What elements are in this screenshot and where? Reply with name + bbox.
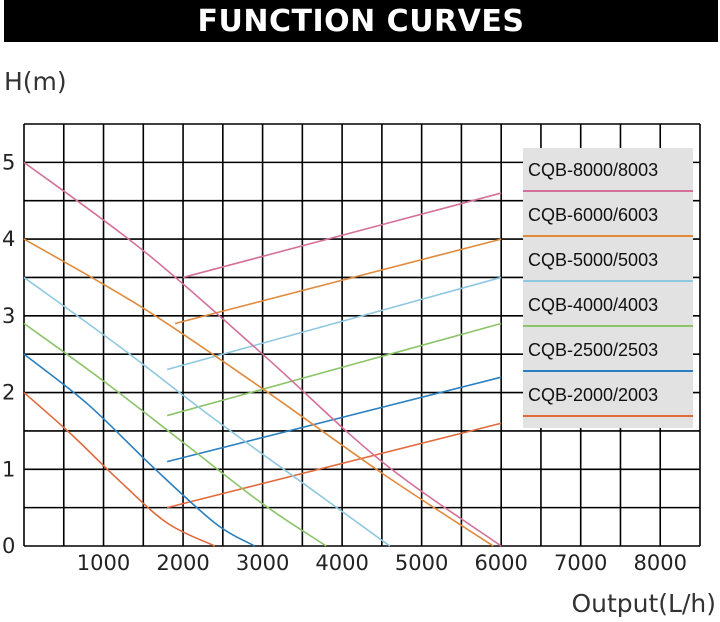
envelope-line (182, 192, 502, 279)
envelope-line (166, 422, 502, 509)
series-line (23, 322, 327, 547)
envelope-lines (166, 192, 502, 509)
envelope-line (174, 238, 502, 325)
legend-entry-label: CQB-5000/5003 (528, 250, 658, 270)
envelope-line (166, 276, 502, 371)
y-tick-label: 1 (2, 457, 15, 481)
y-tick-label: 0 (2, 534, 15, 558)
legend-entry-label: CQB-4000/4003 (528, 295, 658, 315)
y-tick-label: 5 (2, 150, 15, 174)
legend-entry-label: CQB-8000/8003 (528, 160, 658, 180)
series-line (23, 353, 256, 547)
x-tick-label: 1000 (77, 551, 130, 575)
series-line (23, 161, 502, 547)
pump-curves (23, 161, 502, 547)
legend: CQB-8000/8003 CQB-6000/6003 CQB-5000/5003 C… (523, 148, 693, 428)
x-tick-label: 3000 (236, 551, 289, 575)
x-tick-label: 4000 (315, 551, 368, 575)
y-tick-label: 4 (2, 227, 15, 251)
y-tick-label: 2 (2, 381, 15, 405)
y-tick-label: 3 (2, 304, 15, 328)
legend-entry-label: CQB-2500/2503 (528, 340, 658, 360)
x-tick-label: 8000 (634, 551, 687, 575)
x-tick-label: 2000 (156, 551, 209, 575)
x-tick-label: 6000 (474, 551, 527, 575)
legend-entry-label: CQB-6000/6003 (528, 205, 658, 225)
y-axis-label: H(m) (4, 67, 67, 96)
y-tick-labels: 0 1 2 3 4 5 (2, 150, 15, 558)
x-axis-label: Output(L/h) (571, 589, 716, 618)
envelope-line (166, 322, 502, 417)
chart-title: FUNCTION CURVES (4, 0, 718, 42)
legend-entry-label: CQB-2000/2003 (528, 385, 658, 405)
series-line (23, 276, 391, 547)
x-tick-label: 7000 (554, 551, 607, 575)
series-line (23, 238, 494, 547)
x-tick-label: 5000 (395, 551, 448, 575)
x-tick-labels: 1000 2000 3000 4000 5000 6000 7000 8000 (77, 551, 687, 575)
legend-background (523, 148, 693, 428)
series-line (23, 391, 216, 547)
